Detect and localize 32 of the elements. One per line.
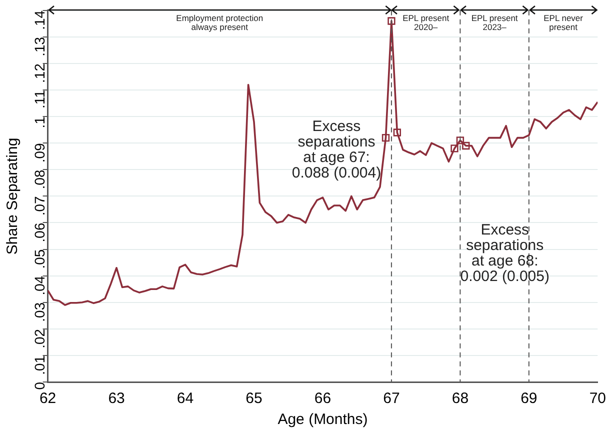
y-tick-label: .14 xyxy=(32,10,48,30)
y-tick-label: .05 xyxy=(32,249,48,269)
y-tick-label: .11 xyxy=(32,90,48,108)
y-tick-label: .01 xyxy=(32,355,48,375)
y-tick-label: 0 xyxy=(32,382,48,390)
x-tick-label: 68 xyxy=(452,390,469,408)
x-tick-label: 64 xyxy=(176,390,194,408)
y-tick-label: .04 xyxy=(32,276,48,296)
y-tick-label: .02 xyxy=(32,328,48,348)
y-tick-label: .03 xyxy=(32,302,48,322)
annotation: EPL present 2020– xyxy=(402,12,450,32)
x-axis-title: Age (Months) xyxy=(278,411,368,428)
y-tick-label: .09 xyxy=(32,142,48,163)
annotation: EPL never present xyxy=(544,12,584,32)
x-tick-label: 70 xyxy=(589,390,606,408)
x-tick-label: 67 xyxy=(383,390,400,408)
x-tick-label: 69 xyxy=(520,390,538,408)
y-tick-label: .06 xyxy=(32,222,48,242)
y-tick-label: .13 xyxy=(32,36,48,56)
y-tick-label: .1 xyxy=(32,116,48,128)
annotation: EPL present 2023– xyxy=(471,12,518,32)
annotation: Excess separations at age 67: 0.088 (0.004) xyxy=(292,118,382,182)
y-tick-label: .07 xyxy=(32,196,48,216)
x-tick-label: 63 xyxy=(108,390,125,408)
y-tick-label: .08 xyxy=(32,169,48,190)
y-tick-label: .12 xyxy=(32,63,48,83)
x-tick-label: 65 xyxy=(246,390,262,408)
y-axis-title: Share Separating xyxy=(4,138,22,255)
x-tick-label: 66 xyxy=(314,390,332,408)
annotation: Excess separations at age 68: 0.002 (0.005) xyxy=(460,221,550,285)
annotation: Employment protection always present xyxy=(176,12,264,32)
x-tick-label: 62 xyxy=(39,390,56,408)
